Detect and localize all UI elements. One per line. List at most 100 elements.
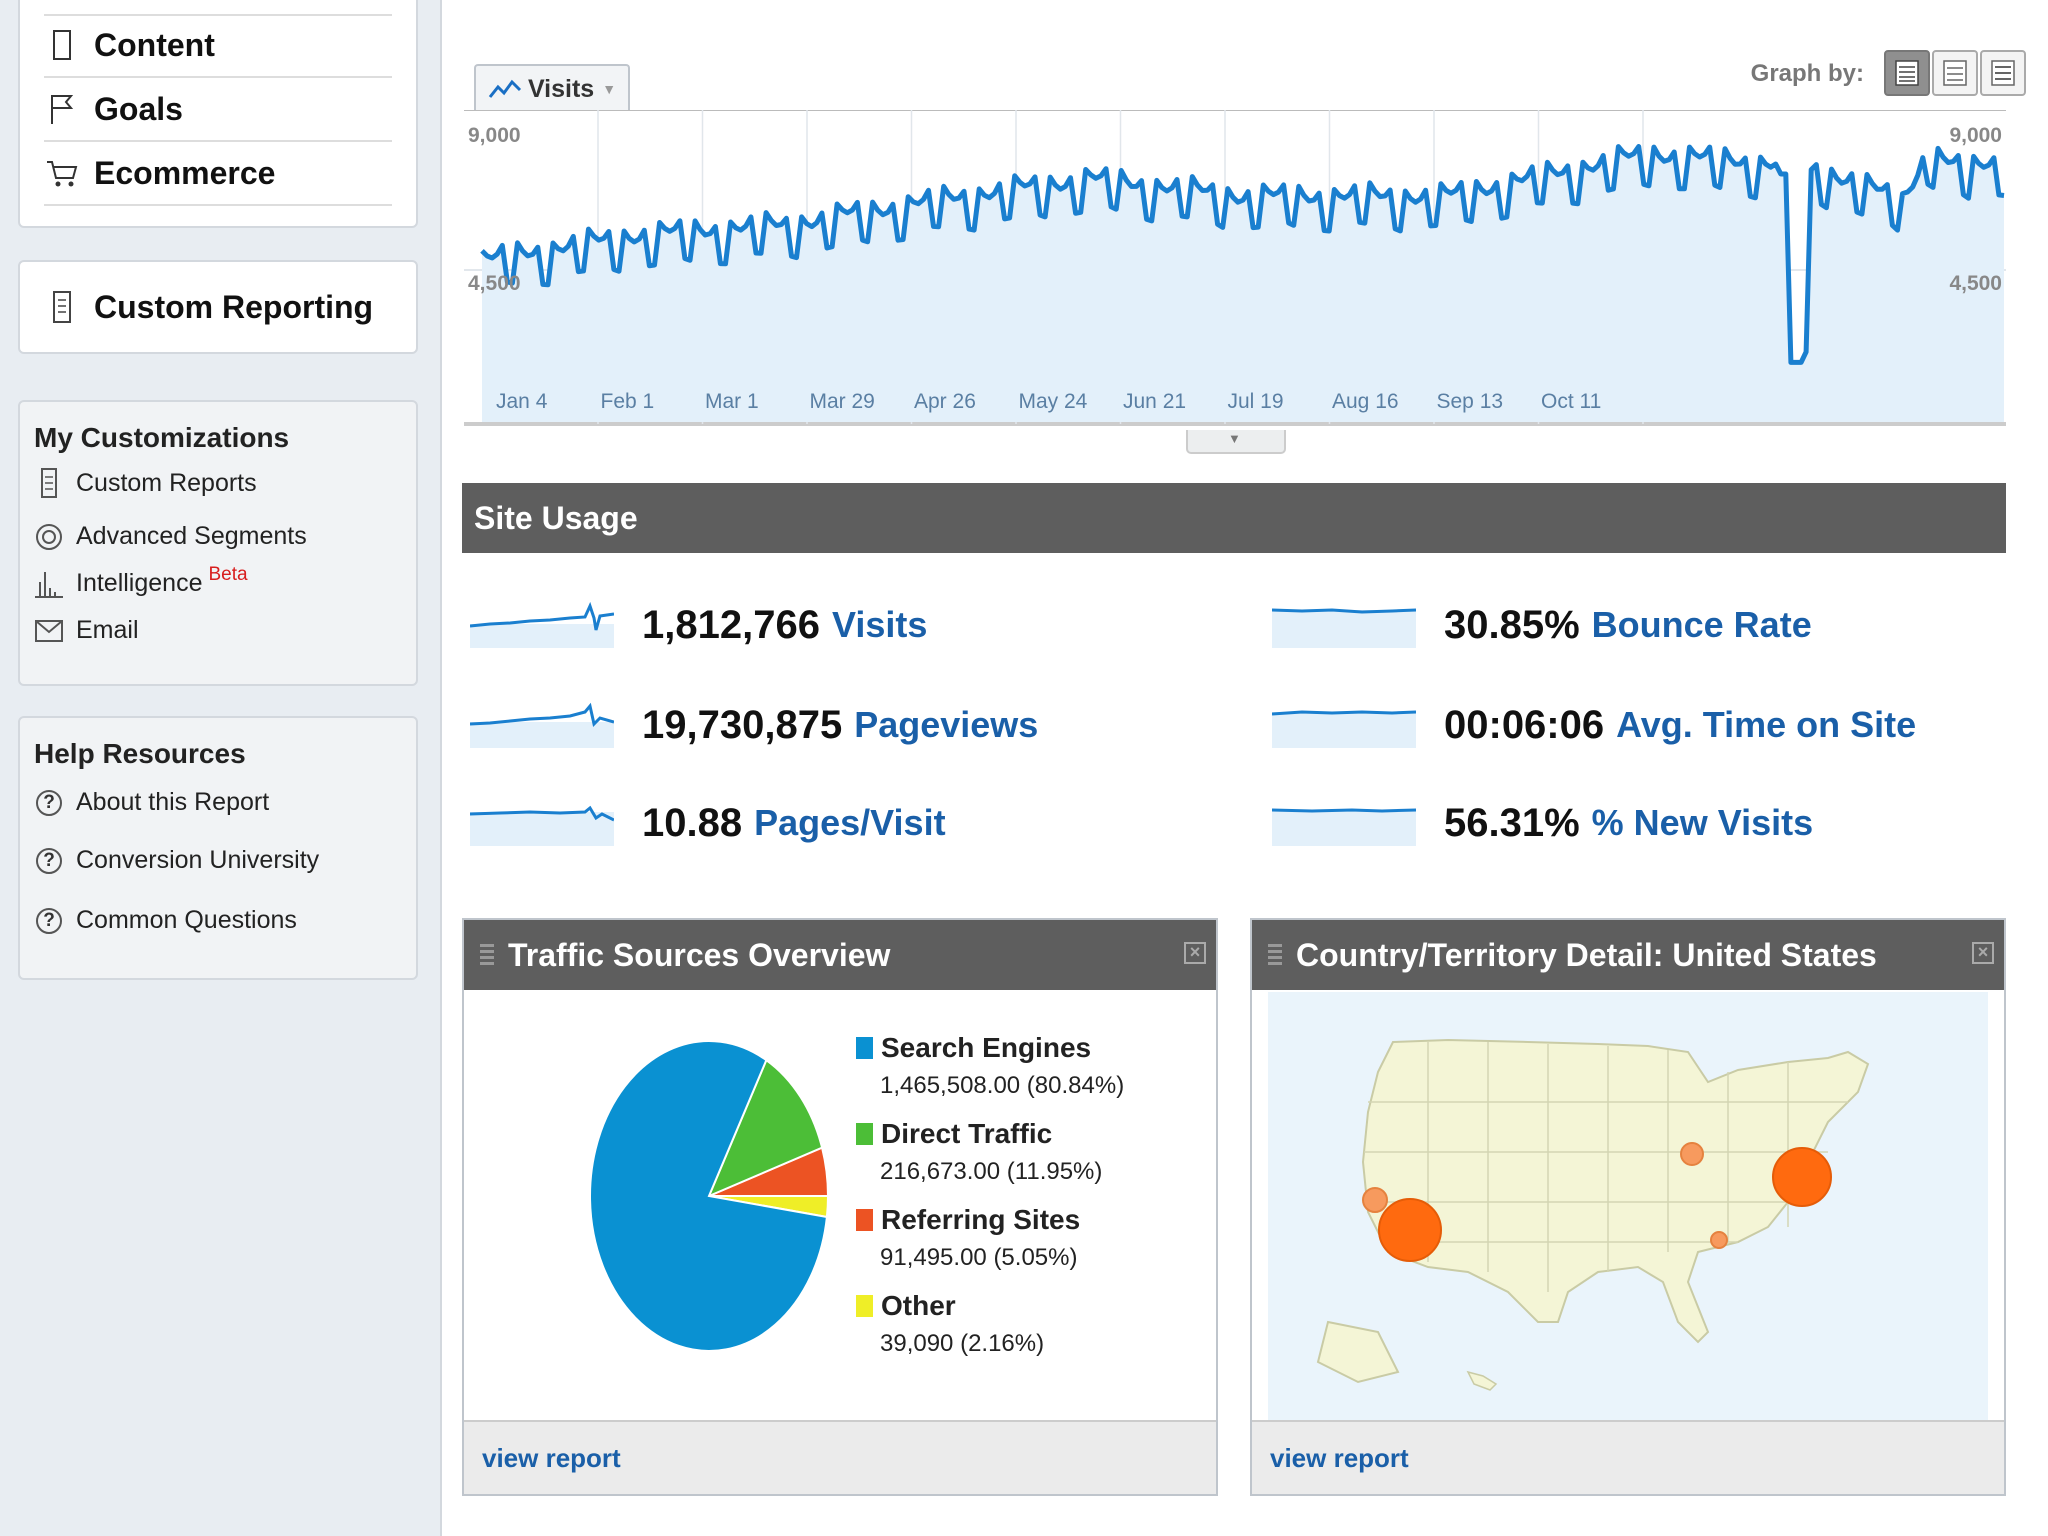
metric-pageviews[interactable]: 19,730,875 Pageviews [470,702,1038,748]
country-detail-title: Country/Territory Detail: United States [1296,936,1877,973]
x-tick-label: Mar 1 [705,390,759,413]
help-icon: ? [34,789,64,816]
metric-pages-visit[interactable]: 10.88 Pages/Visit [470,800,946,846]
map-bubble-chicago[interactable] [1680,1142,1704,1166]
pie-slice-direct-traffic[interactable] [707,1058,824,1198]
legend-swatch [856,1123,873,1145]
metric-link[interactable]: Pages/Visit [754,802,946,843]
legend-name: Other [881,1290,956,1321]
x-tick-label: Feb 1 [601,390,655,413]
custom-reporting-label: Custom Reporting [94,288,374,325]
metric-link[interactable]: Visits [831,604,928,645]
x-tick-label: Jun 21 [1123,390,1186,413]
traffic-view-report-link[interactable]: view report [482,1442,621,1473]
sparkline [1272,710,1416,748]
metric-visits[interactable]: 1,812,766 Visits [470,602,927,648]
metric-selector-tab[interactable]: Visits ▼ [474,64,630,112]
advanced-segments-link[interactable]: Advanced Segments [34,522,307,551]
metric-value: 00:06:06 [1444,702,1605,747]
map-bubble-new-york[interactable] [1772,1147,1832,1207]
us-landmass [1361,1038,1870,1344]
country-detail-header[interactable]: Country/Territory Detail: United States … [1252,920,2004,990]
metric-link[interactable]: Pageviews [854,704,1039,745]
graph-by-week-button[interactable] [1932,50,1978,96]
email-link[interactable]: Email [34,616,139,645]
drag-grip-icon[interactable] [1268,944,1282,966]
nav-label: Ecommerce [94,154,276,191]
help-resources-box: Help Resources ? About this Report ? Con… [18,716,418,980]
legend-search-engines: Search Engines 1,465,508.00 (80.84%) [856,1032,1124,1100]
nav-item-ecommerce[interactable]: Ecommerce [44,142,392,206]
pie-slice-search-engines[interactable] [589,1040,829,1352]
legend-name: Direct Traffic [881,1118,1053,1149]
metric-link[interactable]: % New Visits [1591,802,1814,843]
nav-item-content[interactable]: Content [44,14,392,78]
visits-area-fill [482,146,2004,422]
metric-value: 30.85% [1444,602,1580,647]
help-resources-title: Help Resources [34,738,246,769]
metric-avg-time[interactable]: 00:06:06 Avg. Time on Site [1272,702,1916,748]
document-icon [44,30,80,60]
conversion-university-link[interactable]: ? Conversion University [34,846,319,875]
chart-collapse-handle[interactable]: ▼ [1186,430,1286,454]
custom-reports-link[interactable]: Custom Reports [34,468,257,498]
legend-name: Search Engines [881,1032,1092,1063]
sparkline [470,805,614,846]
close-icon[interactable]: × [1184,942,1206,964]
nav-divider [44,0,392,16]
report-icon [34,468,64,498]
hawaii-landmass [1466,1370,1498,1391]
about-report-label: About this Report [76,788,270,816]
about-report-link[interactable]: ? About this Report [34,788,269,817]
line-chart-icon [488,78,522,100]
country-view-report-link[interactable]: view report [1270,1442,1409,1473]
report-icon [44,291,80,323]
legend-referring-sites: Referring Sites 91,495.00 (5.05%) [856,1204,1080,1272]
metric-new-visits[interactable]: 56.31% % New Visits [1272,800,1813,846]
country-view-report-bar: view report [1252,1420,2004,1494]
close-icon[interactable]: × [1972,942,1994,964]
intelligence-icon [34,568,64,598]
x-tick-label: Mar 29 [810,390,875,413]
drag-grip-icon[interactable] [480,944,494,966]
email-label: Email [76,616,139,644]
help-icon: ? [34,847,64,874]
x-tick-label: Aug 16 [1332,390,1399,413]
metric-value: 10.88 [642,800,743,845]
custom-reporting-box[interactable]: Custom Reporting [18,260,418,354]
metric-bounce-rate[interactable]: 30.85% Bounce Rate [1272,602,1812,648]
my-customizations-title: My Customizations [34,422,290,453]
segments-icon [34,523,64,551]
common-questions-label: Common Questions [76,906,297,934]
nav-item-goals[interactable]: Goals [44,78,392,142]
report-nav-box: Content Goals Ecommerce [18,0,418,228]
cart-icon [44,158,80,188]
sparkline [1272,608,1416,648]
traffic-sources-header[interactable]: Traffic Sources Overview × [464,920,1216,990]
graph-by-label: Graph by: [1750,60,1864,87]
metric-link[interactable]: Bounce Rate [1591,604,1812,645]
intelligence-link[interactable]: Intelligence Beta [34,564,248,598]
legend-swatch [856,1209,873,1231]
x-tick-label: Jul 19 [1228,390,1284,413]
sparkline [470,702,614,748]
x-tick-label: May 24 [1019,390,1088,413]
day-view-icon [1895,60,1919,86]
sidebar: Content Goals Ecommerce Custom Reporting… [0,0,440,1536]
custom-reporting-link[interactable]: Custom Reporting [44,276,392,338]
common-questions-link[interactable]: ? Common Questions [34,906,297,935]
map-bubble-atlanta[interactable] [1710,1231,1728,1249]
traffic-sources-title: Traffic Sources Overview [508,936,891,973]
x-tick-label: Jan 4 [496,390,548,413]
legend-detail: 1,465,508.00 (80.84%) [880,1072,1125,1099]
sparkline [470,602,614,648]
map-bubble-los-angeles[interactable] [1378,1198,1442,1262]
legend-swatch [856,1037,873,1059]
sparkline [1272,808,1416,846]
metric-value: 19,730,875 [642,702,843,747]
metric-link[interactable]: Avg. Time on Site [1616,704,1917,745]
map-bubble-san-francisco[interactable] [1362,1187,1388,1213]
graph-by-month-button[interactable] [1980,50,2026,96]
graph-by-day-button[interactable] [1884,50,1930,96]
week-view-icon [1943,60,1967,86]
